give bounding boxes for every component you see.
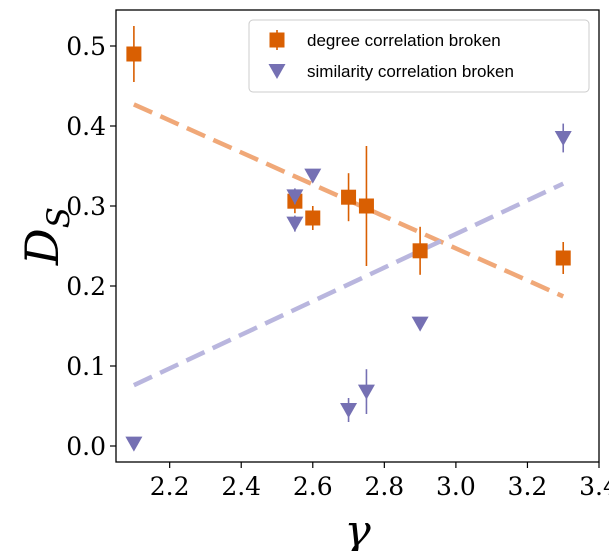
y-axis-label: DS (15, 207, 77, 266)
plot-area (125, 26, 572, 452)
fit-line-series-2 (132, 181, 565, 388)
data-point-degree (341, 189, 357, 205)
data-point-degree (358, 198, 374, 214)
y-axis-label-main: D (15, 228, 69, 266)
data-point-similarity (340, 403, 358, 418)
data-point-degree (412, 243, 428, 259)
plot-frame (115, 9, 600, 463)
x-tick-label: 3.4 (579, 472, 609, 501)
data-point-degree (555, 250, 571, 266)
data-point-similarity (286, 216, 304, 232)
x-tick-label: 2.2 (150, 472, 190, 501)
legend-box (248, 19, 590, 93)
legend-marker-triangle (268, 64, 286, 79)
x-tick-label: 2.4 (221, 472, 261, 501)
x-tick-label: 3.0 (436, 472, 476, 501)
y-tick-label: 0.4 (66, 112, 106, 141)
y-tick-label: 0.5 (66, 32, 106, 61)
data-point-similarity (357, 384, 375, 400)
y-tick-label: 0.3 (66, 192, 106, 221)
x-tick-label: 3.2 (508, 472, 548, 501)
data-point-degree (126, 46, 142, 62)
x-axis-label: γ (344, 506, 371, 551)
data-point-similarity (304, 168, 322, 184)
y-axis-label-subscript: S (41, 207, 77, 228)
data-point-similarity (411, 316, 429, 332)
data-point-similarity (125, 436, 143, 452)
legend-label: similarity correlation broken (307, 62, 514, 81)
x-tick-label: 2.6 (293, 472, 333, 501)
legend: degree correlation broken similarity corr… (248, 19, 590, 93)
axis-ticks: 0.0 0.1 0.2 0.3 0.4 0.5 2.2 2.4 2.6 2.8 3.0 3.2 3.4 (66, 32, 609, 501)
data-point-degree (305, 210, 321, 226)
legend-label: degree correlation broken (307, 31, 501, 50)
x-tick-label: 2.8 (364, 472, 404, 501)
y-tick-label: 0.2 (66, 272, 106, 301)
data-point-similarity (554, 131, 572, 146)
data-point-similarity (286, 189, 304, 205)
y-tick-label: 0.0 (66, 432, 106, 461)
legend-items: degree correlation broken similarity corr… (268, 30, 514, 81)
y-tick-label: 0.1 (66, 352, 106, 381)
legend-marker-square (269, 32, 285, 48)
